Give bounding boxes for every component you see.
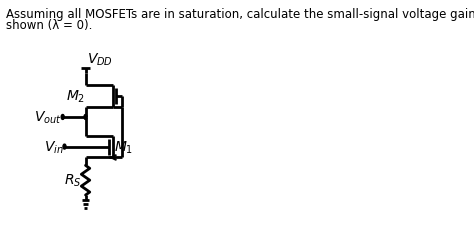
Text: $V_{out}$: $V_{out}$ xyxy=(34,109,62,126)
Circle shape xyxy=(84,115,87,120)
Circle shape xyxy=(61,115,64,120)
Text: $V_{DD}$: $V_{DD}$ xyxy=(87,51,113,67)
Text: $M_1$: $M_1$ xyxy=(114,139,134,155)
Text: shown (λ = 0).: shown (λ = 0). xyxy=(6,19,92,32)
Text: Assuming all MOSFETs are in saturation, calculate the small-signal voltage gain : Assuming all MOSFETs are in saturation, … xyxy=(6,8,474,21)
Text: $M_2$: $M_2$ xyxy=(66,88,85,104)
Circle shape xyxy=(63,144,66,149)
Text: $V_{in}$: $V_{in}$ xyxy=(44,139,64,155)
Text: $R_S$: $R_S$ xyxy=(64,172,82,188)
